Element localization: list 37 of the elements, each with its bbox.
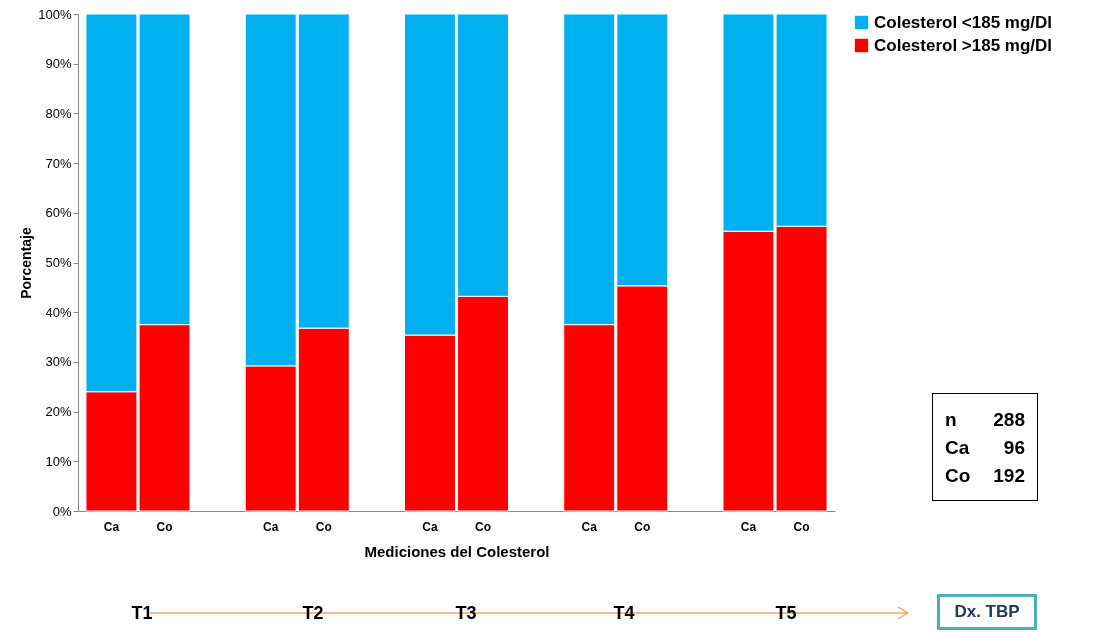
text: T3 (455, 603, 477, 624)
text: n (945, 408, 957, 432)
x-tick-label: Ca (581, 519, 598, 534)
text: T2 (302, 603, 324, 624)
x-axis-title: Mediciones del Colesterol (364, 542, 550, 560)
y-tick-label: 80% (45, 105, 72, 121)
y-tick-label: 70% (45, 155, 72, 171)
y-tick-label: 20% (45, 404, 72, 420)
y-tick-label: 50% (45, 255, 72, 270)
text: 288 (993, 408, 1025, 432)
x-tick-label: Co (475, 519, 492, 534)
text: 192 (993, 464, 1025, 488)
y-tick-label: 0% (52, 503, 72, 519)
text: Co (945, 464, 971, 488)
text: 96 (1003, 436, 1025, 460)
text: Dx. TBP (937, 594, 1037, 630)
x-tick-label: Co (793, 519, 810, 534)
y-axis-title: Porcentaje (18, 227, 35, 299)
y-tick-label: 40% (45, 304, 72, 320)
x-tick-label: Ca (103, 519, 120, 534)
text: Ca (945, 436, 970, 460)
legend-label: Colesterol <185 mg/Dl (874, 12, 1053, 32)
x-tick-label: Ca (740, 519, 757, 534)
text: T1 (131, 603, 153, 624)
text: T5 (775, 603, 797, 624)
text: T4 (613, 603, 635, 624)
x-tick-label: Ca (263, 519, 279, 534)
y-tick-label: 90% (45, 56, 72, 72)
x-tick-label: Co (634, 519, 651, 534)
legend-label: Colesterol >185 mg/Dl (874, 35, 1053, 55)
y-tick-label: 30% (45, 354, 72, 370)
y-tick-label: 100% (38, 6, 72, 22)
x-tick-label: Co (315, 519, 332, 534)
x-tick-label: Ca (422, 519, 438, 534)
x-tick-label: Co (156, 519, 173, 534)
y-tick-label: 60% (45, 205, 72, 221)
y-tick-label: 10% (45, 453, 72, 469)
